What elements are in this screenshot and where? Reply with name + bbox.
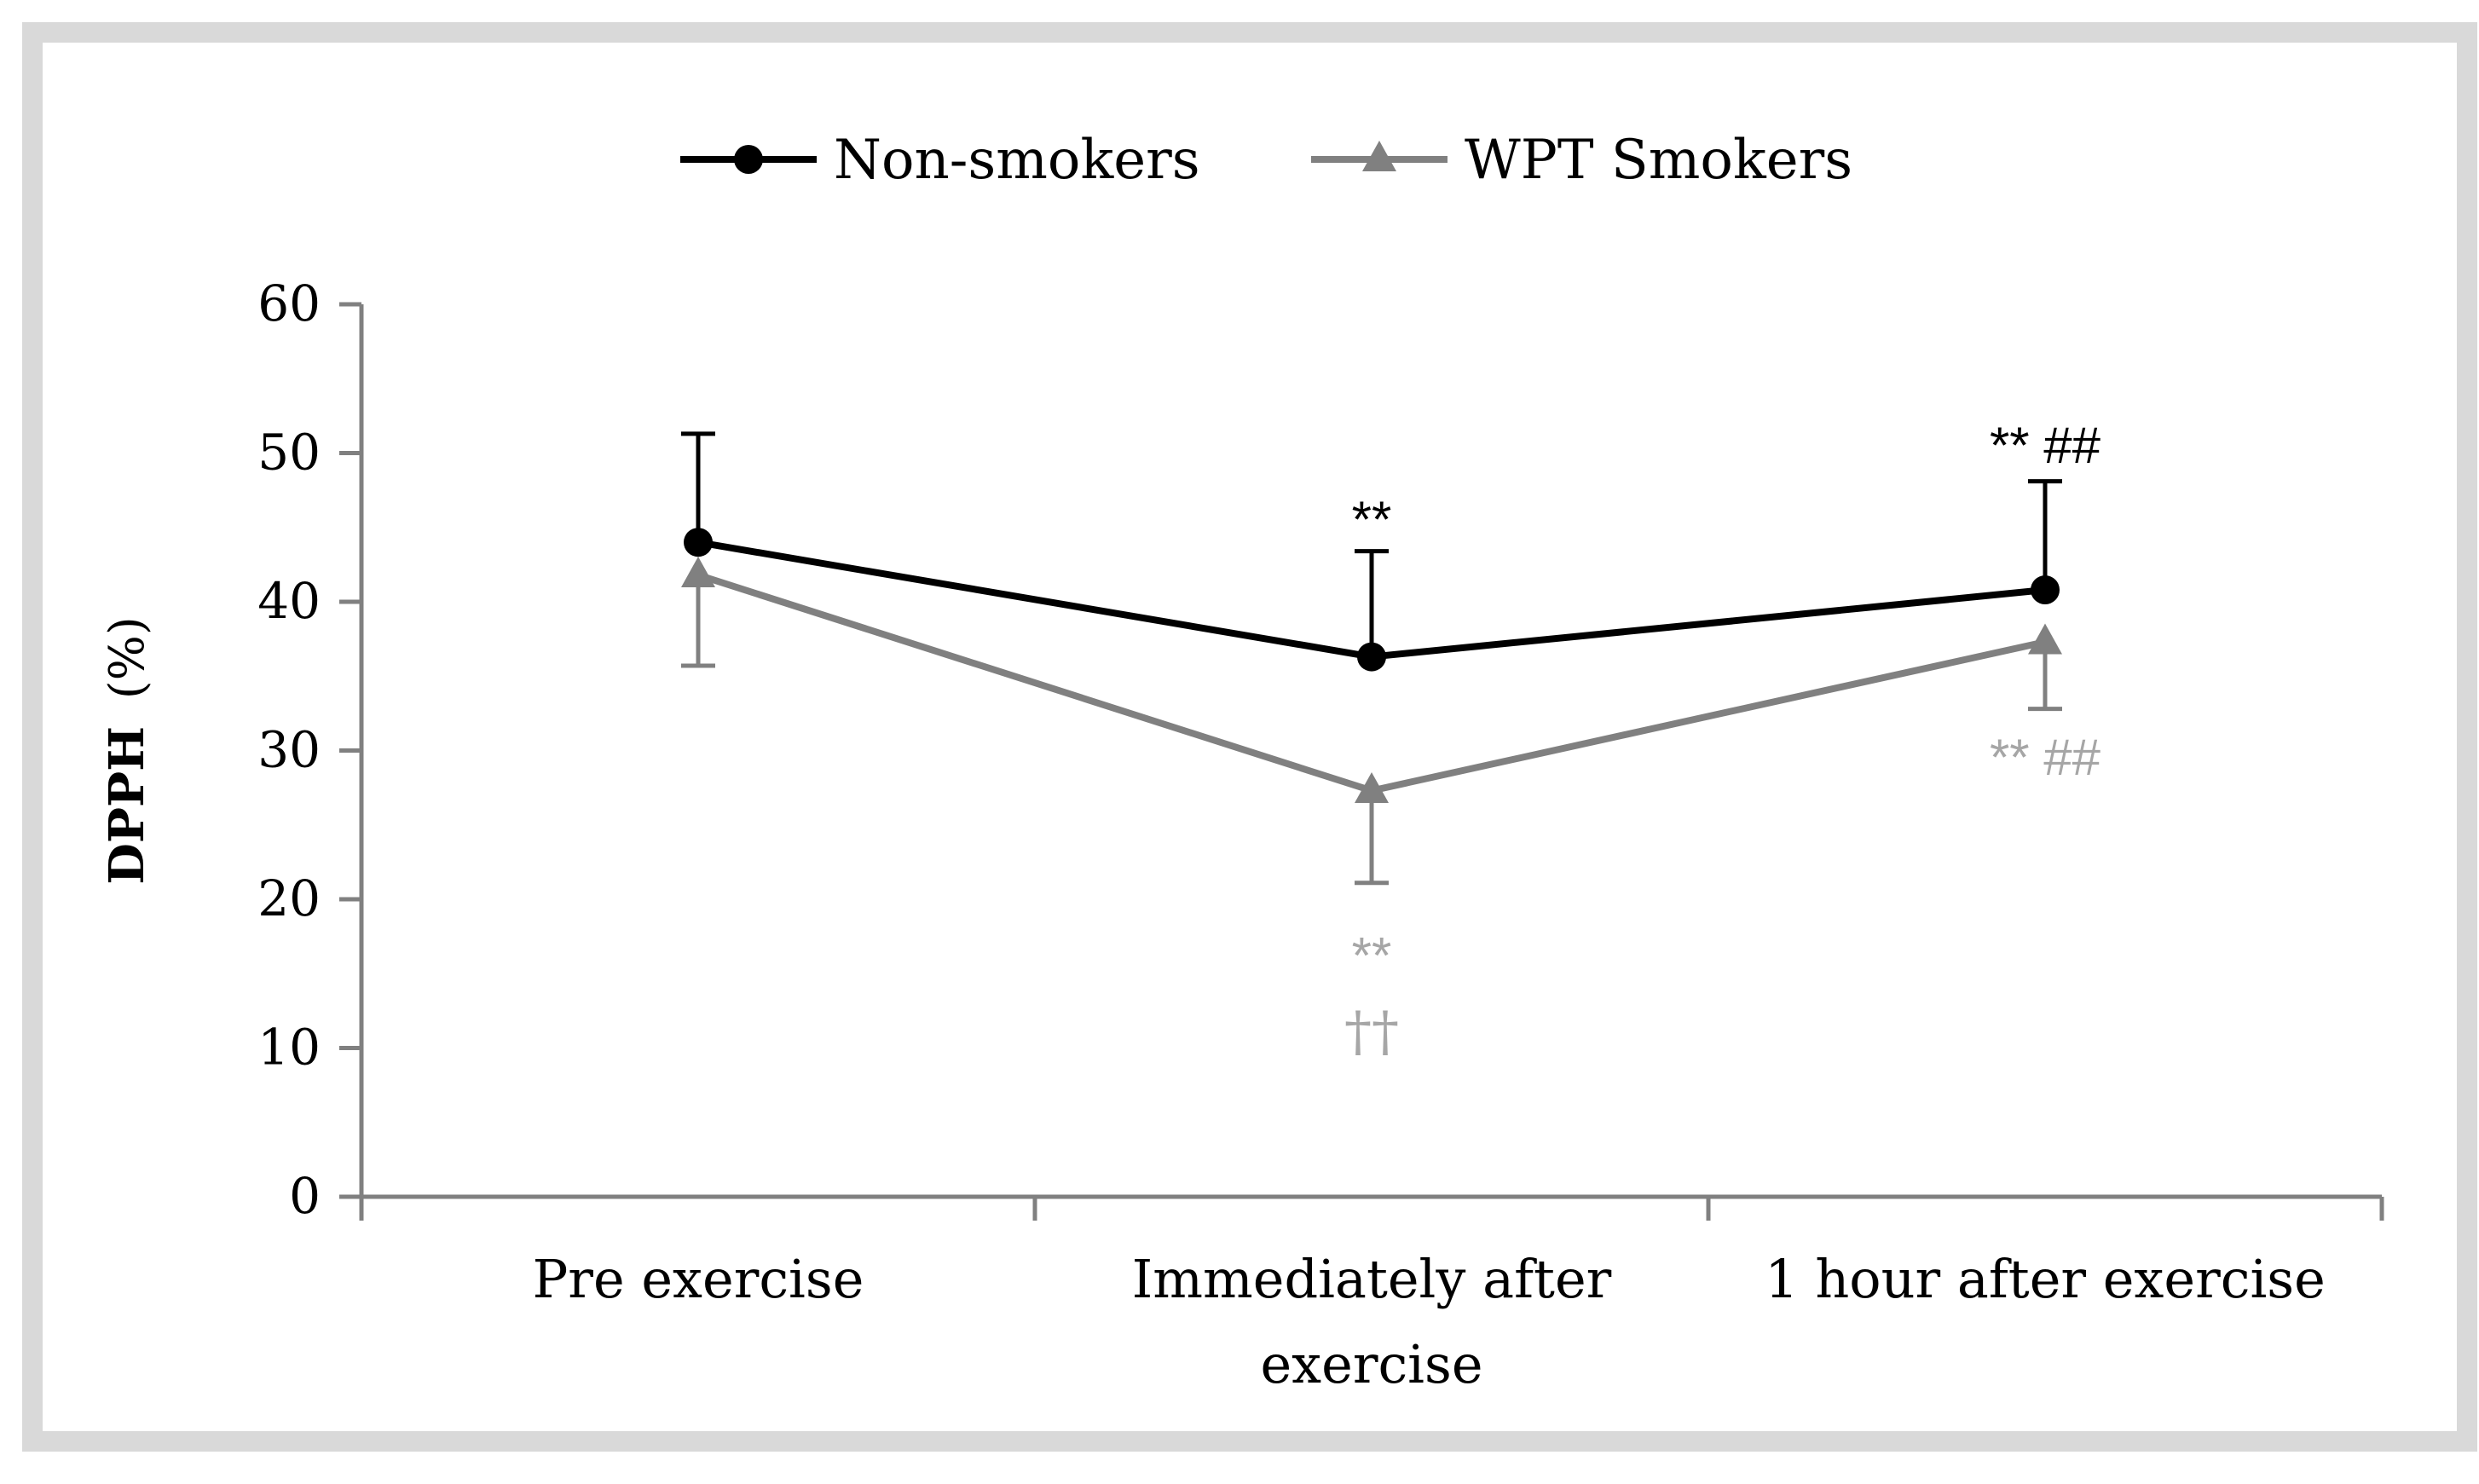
data-point: [2028, 623, 2062, 655]
y-tick-label: 40: [257, 572, 321, 630]
x-tick-label: exercise: [1260, 1333, 1482, 1395]
y-tick-label: 20: [257, 869, 321, 927]
y-axis-label-bold: DPPH: [99, 726, 155, 885]
series-layer: [681, 431, 2062, 886]
series-wpt-smokers: [681, 556, 2062, 886]
significance-annotation: **: [1352, 491, 1392, 548]
x-tick-label: 1 hour after exercise: [1765, 1248, 2326, 1310]
data-point: [1355, 772, 1389, 804]
svg-text:DPPH (%): DPPH (%): [99, 616, 155, 884]
data-point: [684, 528, 713, 557]
significance-annotation: **: [1352, 927, 1392, 984]
legend-item-wpt-smokers: WPT Smokers: [1311, 129, 1852, 192]
chart-frame: Non-smokers WPT Smokers DPPH (%) 0 10 20 30 4…: [22, 22, 2477, 1452]
series-non-smokers: [681, 431, 2062, 672]
data-point: [1357, 642, 1386, 672]
y-tick-label: 30: [257, 721, 321, 779]
significance-annotation: ** ##: [1990, 729, 2101, 786]
legend-marker: [1362, 141, 1396, 171]
y-axis-label-unit: (%): [100, 616, 155, 699]
y-axis-label: DPPH (%): [99, 616, 155, 884]
x-tick-label: Pre exercise: [533, 1248, 864, 1310]
legend-marker: [734, 145, 763, 174]
data-point: [2031, 575, 2060, 605]
significance-annotation: ††: [1344, 1001, 1399, 1064]
annotations: ** ** ## ** ## ** ††: [1344, 417, 2101, 1064]
y-tick-label: 0: [289, 1167, 321, 1225]
legend-label: WPT Smokers: [1465, 129, 1852, 192]
legend-item-non-smokers: Non-smokers: [680, 129, 1200, 192]
legend-label: Non-smokers: [834, 129, 1200, 192]
legend: Non-smokers WPT Smokers: [680, 129, 1852, 192]
y-tick-label: 50: [257, 424, 321, 482]
significance-annotation: ** ##: [1990, 417, 2101, 474]
y-tick-label: 60: [257, 274, 321, 332]
y-tick-label: 10: [257, 1019, 321, 1077]
data-point: [681, 556, 715, 587]
chart-canvas: Non-smokers WPT Smokers DPPH (%) 0 10 20 30 4…: [99, 129, 2384, 1395]
x-tick-label: Immediately after: [1132, 1248, 1612, 1310]
axes: 0 10 20 30 40 50 60 Pre exercise Immediately aft…: [257, 274, 2384, 1395]
